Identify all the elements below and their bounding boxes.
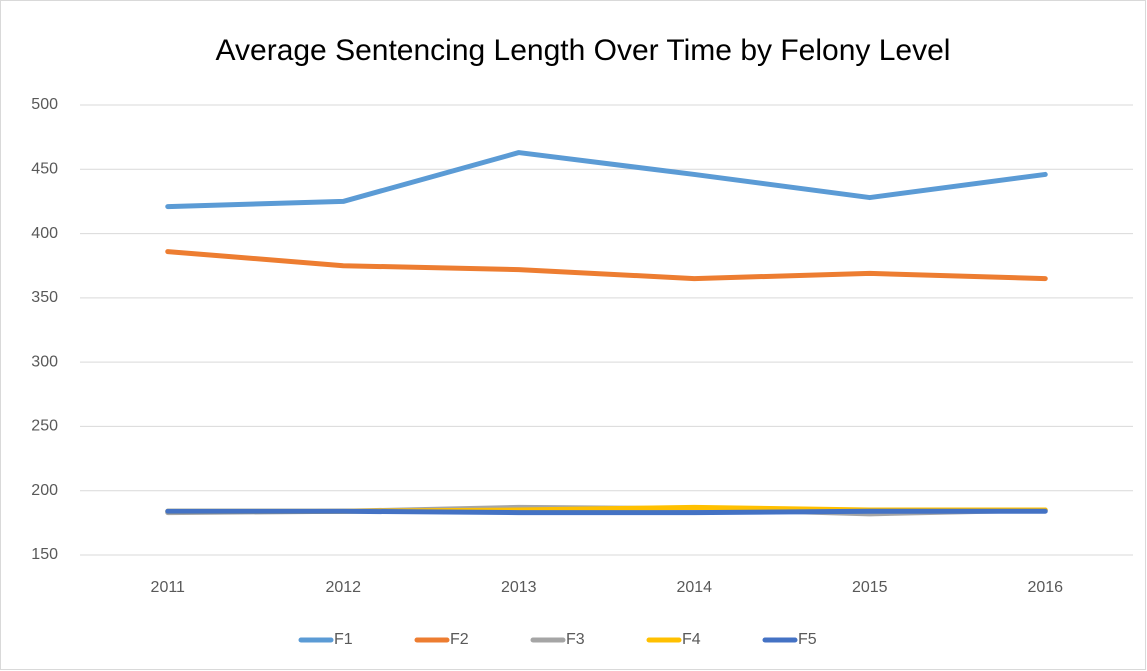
- legend-label: F3: [566, 631, 585, 648]
- y-tick-label: 150: [31, 546, 58, 563]
- x-tick-label: 2013: [501, 579, 537, 596]
- x-tick-label: 2011: [151, 579, 186, 596]
- y-tick-label: 250: [31, 418, 58, 435]
- series-line: [165, 249, 1048, 282]
- x-tick-label: 2015: [852, 579, 888, 596]
- chart-title: Average Sentencing Length Over Time by F…: [216, 34, 951, 67]
- series-line: [165, 150, 1048, 210]
- y-tick-label: 200: [31, 482, 58, 499]
- x-tick-label: 2012: [325, 579, 361, 596]
- y-tick-label: 450: [31, 161, 58, 178]
- y-tick-label: 350: [31, 289, 58, 306]
- y-tick-label: 500: [31, 96, 58, 113]
- x-tick-label: 2016: [1027, 579, 1063, 596]
- series-line: [165, 508, 1048, 516]
- y-tick-label: 300: [31, 353, 58, 370]
- legend-label: F2: [450, 631, 469, 648]
- legend-label: F1: [334, 631, 353, 648]
- legend-label: F5: [798, 631, 817, 648]
- legend-label: F4: [682, 631, 701, 648]
- x-tick-label: 2014: [676, 579, 712, 596]
- y-tick-label: 400: [31, 225, 58, 242]
